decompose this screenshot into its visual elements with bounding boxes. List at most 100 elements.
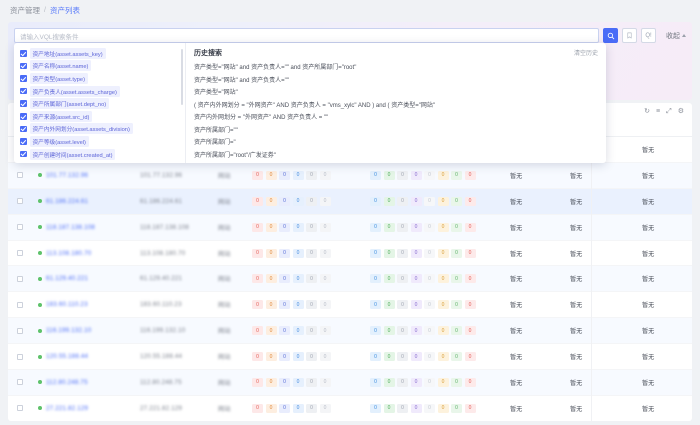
count-badge[interactable]: 0 [451, 352, 462, 362]
count-badge[interactable]: 0 [464, 274, 476, 284]
count-badge[interactable]: 0 [370, 196, 381, 206]
count-badge[interactable]: 0 [306, 222, 317, 232]
count-badge[interactable]: 0 [252, 196, 263, 206]
checkbox-icon[interactable] [17, 353, 23, 360]
count-badge[interactable]: 0 [252, 326, 263, 336]
row-asset-name[interactable]: 27.221.82.129 [32, 405, 140, 412]
field-checkbox-icon[interactable] [20, 50, 27, 57]
row-asset-name[interactable]: 112.80.248.75 [32, 379, 140, 386]
count-badge[interactable]: 0 [383, 196, 395, 206]
count-badge[interactable]: 0 [451, 326, 462, 336]
count-badge[interactable]: 0 [451, 248, 462, 258]
count-badge[interactable]: 0 [410, 196, 422, 206]
checkbox-icon[interactable] [17, 198, 23, 205]
count-badge[interactable]: 0 [464, 222, 476, 232]
count-badge[interactable]: 0 [292, 403, 304, 413]
count-badge[interactable]: 0 [319, 300, 331, 310]
field-item[interactable]: 资产名称(asset.name) [19, 60, 185, 73]
count-badge[interactable]: 0 [292, 352, 304, 362]
count-badge[interactable]: 0 [397, 326, 408, 336]
row-asset-name[interactable]: 116.199.132.10 [32, 327, 140, 334]
fullscreen-icon[interactable]: ⤢ [666, 107, 672, 115]
count-badge[interactable]: 0 [383, 326, 395, 336]
row-asset-name[interactable]: 61.186.224.61 [32, 198, 140, 205]
count-badge[interactable]: 0 [279, 326, 290, 336]
count-badge[interactable]: 0 [383, 274, 395, 284]
count-badge[interactable]: 0 [370, 300, 381, 310]
count-badge[interactable]: 0 [410, 326, 422, 336]
field-list-scrollbar[interactable] [181, 49, 183, 105]
count-badge[interactable]: 0 [265, 248, 277, 258]
count-badge[interactable]: 0 [319, 326, 331, 336]
count-badge[interactable]: 0 [397, 170, 408, 180]
row-asset-name[interactable]: 183.60.110.23 [32, 301, 140, 308]
count-badge[interactable]: 0 [424, 222, 435, 232]
count-badge[interactable]: 0 [464, 403, 476, 413]
count-badge[interactable]: 0 [292, 326, 304, 336]
history-item[interactable]: 资产类型="网站" and 资产负责人="" [194, 77, 289, 84]
table-row[interactable]: 113.108.180.70 113.108.180.70 网站 0 0 0 0 0 0 0 0 0 0… [8, 241, 692, 267]
count-badge[interactable]: 0 [410, 403, 422, 413]
settings-icon[interactable]: ⚙ [677, 107, 684, 115]
count-badge[interactable]: 0 [265, 170, 277, 180]
count-badge[interactable]: 0 [279, 274, 290, 284]
table-row[interactable]: 120.55.188.44 120.55.188.44 网站 0 0 0 0 0 0 0 0 0 0 0 0… [8, 344, 692, 371]
count-badge[interactable]: 0 [383, 222, 395, 232]
count-badge[interactable]: 0 [370, 403, 381, 413]
count-badge[interactable]: 0 [424, 170, 435, 180]
count-badge[interactable]: 0 [319, 196, 331, 206]
count-badge[interactable]: 0 [424, 300, 435, 310]
checkbox-icon[interactable] [17, 301, 23, 308]
count-badge[interactable]: 0 [437, 377, 449, 387]
checkbox-icon[interactable] [17, 224, 23, 231]
count-badge[interactable]: 0 [292, 170, 304, 180]
asset-name-link[interactable]: 27.221.82.129 [46, 404, 89, 412]
count-badge[interactable]: 0 [279, 222, 290, 232]
field-checkbox-icon[interactable] [20, 87, 27, 95]
field-item[interactable]: 资产所属部门(asset.dept_no) [19, 97, 185, 110]
count-badge[interactable]: 0 [424, 274, 435, 284]
count-badge[interactable]: 0 [437, 403, 449, 413]
count-badge[interactable]: 0 [265, 326, 277, 336]
count-badge[interactable]: 0 [319, 403, 331, 413]
count-badge[interactable]: 0 [424, 403, 435, 413]
field-checkbox-icon[interactable] [20, 62, 27, 70]
count-badge[interactable]: 0 [279, 300, 290, 310]
field-item[interactable]: 资产创建时间(asset.created_at) [19, 148, 185, 161]
count-badge[interactable]: 0 [410, 248, 422, 258]
save-query-button[interactable] [622, 28, 637, 43]
history-item[interactable]: 资产类型="网站" [194, 90, 238, 96]
count-badge[interactable]: 0 [424, 248, 435, 258]
count-badge[interactable]: 0 [252, 248, 263, 258]
table-row[interactable]: 61.186.224.61 61.186.224.61 网站 0 0 0 0 0 0 0 0 0 0 0 0… [8, 188, 692, 215]
field-checkbox-icon[interactable] [20, 113, 27, 120]
count-badge[interactable]: 0 [383, 300, 395, 310]
count-badge[interactable]: 0 [252, 352, 263, 362]
count-badge[interactable]: 0 [370, 352, 381, 362]
table-row[interactable]: 116.199.132.10 116.199.132.10 网站 0 0 0 0 0 0 0 0 0 0… [8, 318, 692, 345]
table-row[interactable]: 27.221.82.129 27.221.82.129 网站 0 0 0 0 0 0 0 0 0 0 0 0… [8, 396, 692, 421]
clear-history-button[interactable]: 清空历史 [573, 51, 598, 57]
count-badge[interactable]: 0 [279, 248, 290, 258]
count-badge[interactable]: 0 [319, 248, 331, 258]
field-checkbox-icon[interactable] [20, 150, 27, 158]
count-badge[interactable]: 0 [383, 403, 395, 413]
count-badge[interactable]: 0 [319, 377, 331, 387]
count-badge[interactable]: 0 [451, 403, 462, 413]
row-asset-name[interactable]: 113.108.180.70 [32, 250, 140, 257]
field-checkbox-icon[interactable] [20, 100, 27, 107]
count-badge[interactable]: 0 [437, 248, 449, 258]
row-checkbox[interactable] [8, 224, 32, 231]
count-badge[interactable]: 0 [464, 352, 476, 362]
count-badge[interactable]: 0 [451, 300, 462, 310]
count-badge[interactable]: 0 [370, 222, 381, 232]
count-badge[interactable]: 0 [424, 352, 435, 362]
count-badge[interactable]: 0 [306, 248, 317, 258]
row-checkbox[interactable] [8, 198, 32, 205]
checkbox-icon[interactable] [17, 405, 23, 412]
table-row[interactable]: 112.80.248.75 112.80.248.75 网站 0 0 0 0 0 0 0 0 0 0 0 0… [8, 370, 692, 396]
count-badge[interactable]: 0 [306, 326, 317, 336]
count-badge[interactable]: 0 [292, 300, 304, 310]
count-badge[interactable]: 0 [265, 274, 277, 284]
count-badge[interactable]: 0 [410, 274, 422, 284]
